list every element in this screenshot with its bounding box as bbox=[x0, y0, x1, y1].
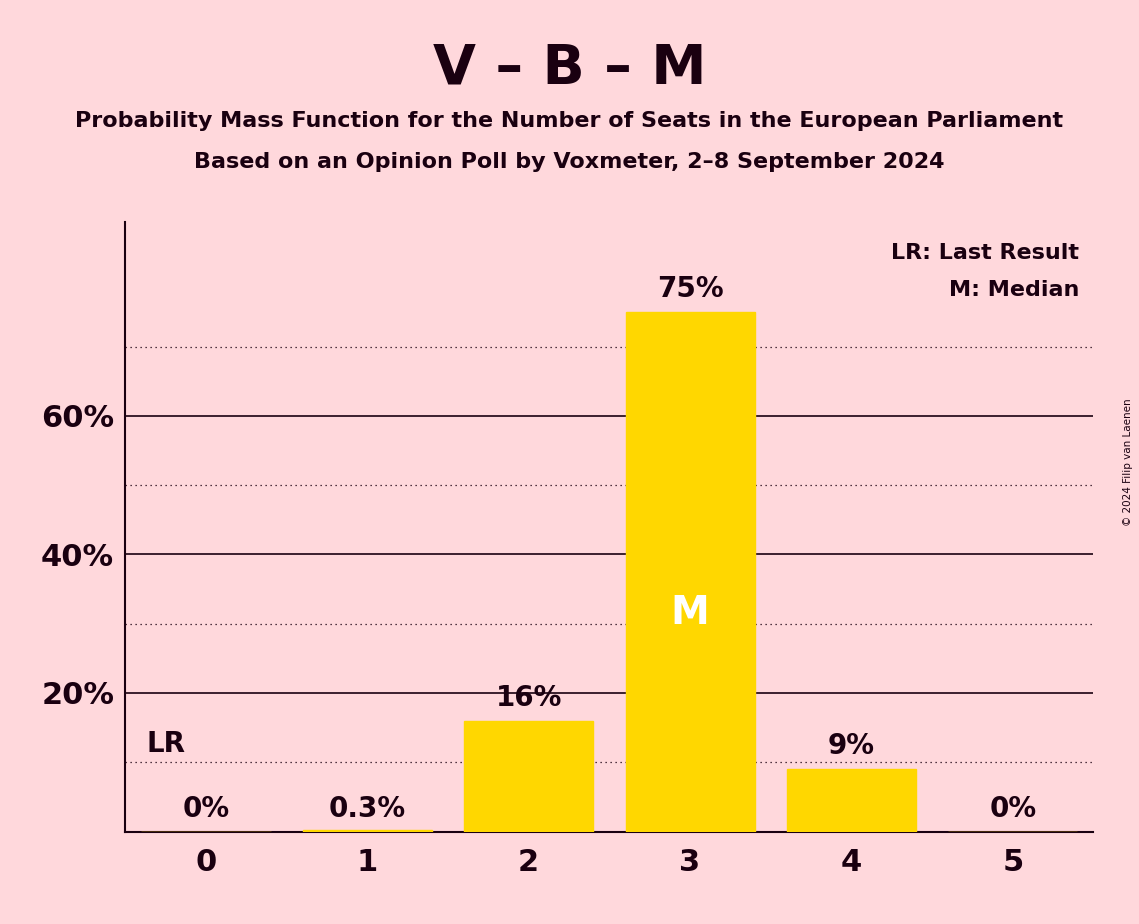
Text: LR: Last Result: LR: Last Result bbox=[891, 243, 1079, 263]
Text: 75%: 75% bbox=[657, 274, 723, 303]
Bar bbox=[625, 311, 755, 832]
Text: 0.3%: 0.3% bbox=[329, 795, 405, 822]
Text: V – B – M: V – B – M bbox=[433, 42, 706, 95]
Text: 0%: 0% bbox=[989, 795, 1036, 822]
Text: 0%: 0% bbox=[182, 795, 230, 822]
Bar bbox=[303, 830, 432, 832]
Text: M: M bbox=[671, 594, 710, 632]
Bar bbox=[465, 721, 593, 832]
Text: Based on an Opinion Poll by Voxmeter, 2–8 September 2024: Based on an Opinion Poll by Voxmeter, 2–… bbox=[195, 152, 944, 173]
Text: LR: LR bbox=[146, 730, 186, 758]
Text: © 2024 Filip van Laenen: © 2024 Filip van Laenen bbox=[1123, 398, 1133, 526]
Text: 9%: 9% bbox=[828, 732, 875, 760]
Text: 16%: 16% bbox=[495, 684, 562, 711]
Bar bbox=[787, 769, 916, 832]
Text: M: Median: M: Median bbox=[949, 280, 1079, 299]
Text: Probability Mass Function for the Number of Seats in the European Parliament: Probability Mass Function for the Number… bbox=[75, 111, 1064, 131]
